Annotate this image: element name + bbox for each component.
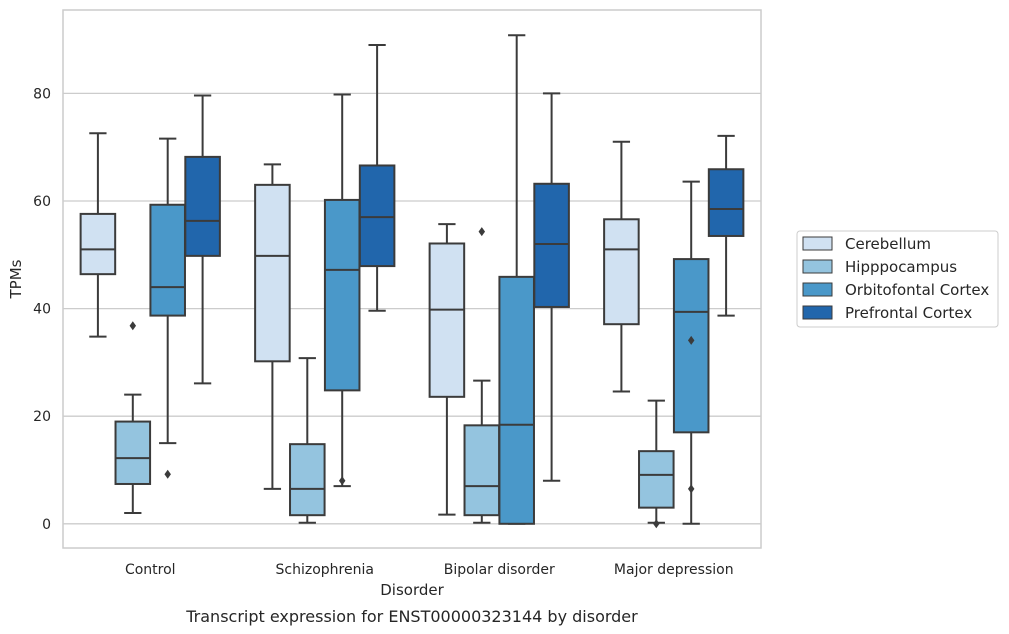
plot-frame — [62, 9, 762, 549]
box-iqr — [149, 203, 186, 317]
legend-swatch — [802, 259, 833, 274]
y-tick-label: 60 — [33, 194, 51, 210]
box-orbitofontal-cortex — [672, 180, 710, 525]
box-iqr — [707, 168, 745, 237]
box-hipppocampus — [114, 321, 152, 515]
x-tick-label: Bipolar disorder — [444, 562, 555, 578]
legend-frame — [796, 230, 999, 328]
box-iqr — [533, 182, 570, 308]
outlier-point — [687, 484, 695, 494]
outlier-point — [653, 519, 660, 529]
outlier-point — [129, 321, 137, 331]
legend-label: Prefrontal Cortex — [845, 304, 972, 322]
box-iqr — [672, 258, 710, 434]
box-iqr — [638, 450, 675, 509]
box-cerebellum — [254, 163, 291, 490]
x-axis-title: Disorder — [380, 581, 444, 599]
y-tick-label: 40 — [33, 302, 51, 318]
box-cerebellum — [428, 223, 466, 516]
legend-swatch — [802, 236, 833, 251]
box-prefrontal-cortex — [707, 134, 745, 317]
legend-label: Cerebellum — [845, 235, 931, 253]
box-iqr — [358, 164, 396, 268]
y-tick-labels: 0 20 40 60 80 — [33, 86, 51, 532]
y-tick-label: 0 — [42, 517, 51, 533]
box-iqr — [114, 420, 152, 485]
box-hipppocampus — [638, 399, 675, 529]
box-iqr — [323, 198, 361, 392]
legend-swatch — [802, 305, 833, 320]
x-tick-label: Schizophrenia — [276, 562, 374, 578]
box-iqr — [603, 218, 640, 326]
box-orbitofontal-cortex — [149, 137, 186, 479]
box-prefrontal-cortex — [184, 94, 221, 385]
box-orbitofontal-cortex — [498, 34, 535, 525]
legend-swatch — [802, 282, 833, 297]
legend-label: Orbitofontal Cortex — [845, 281, 989, 299]
box-cerebellum — [79, 132, 117, 338]
chart-caption: Transcript expression for ENST0000032314… — [185, 607, 638, 626]
outlier-point — [687, 335, 695, 345]
outlier-point — [338, 476, 346, 486]
box-iqr — [254, 183, 291, 363]
x-tick-label: Major depression — [614, 562, 734, 578]
y-axis-title: TPMs — [7, 259, 25, 299]
y-tick-label: 80 — [33, 86, 51, 102]
x-tick-label: Control — [125, 562, 176, 578]
box-hipppocampus — [289, 357, 326, 524]
legend: Cerebellum Hipppocampus Orbitofontal Corte… — [796, 230, 999, 328]
legend-label: Hipppocampus — [845, 258, 957, 276]
box-prefrontal-cortex — [533, 92, 570, 482]
y-tick-label: 20 — [33, 409, 51, 425]
outlier-point — [164, 469, 171, 479]
box-iqr — [79, 212, 117, 276]
box-prefrontal-cortex — [358, 43, 396, 312]
box-groups — [79, 34, 745, 529]
box-orbitofontal-cortex — [323, 93, 361, 488]
box-iqr — [498, 275, 535, 525]
box-cerebellum — [603, 140, 640, 393]
outlier-point — [478, 227, 486, 237]
box-iqr — [289, 443, 326, 517]
box-iqr — [463, 424, 501, 517]
box-iqr — [428, 242, 466, 398]
x-tick-labels: Control Schizophrenia Bipolar disorder Majo… — [125, 562, 734, 578]
box-iqr — [184, 155, 221, 257]
